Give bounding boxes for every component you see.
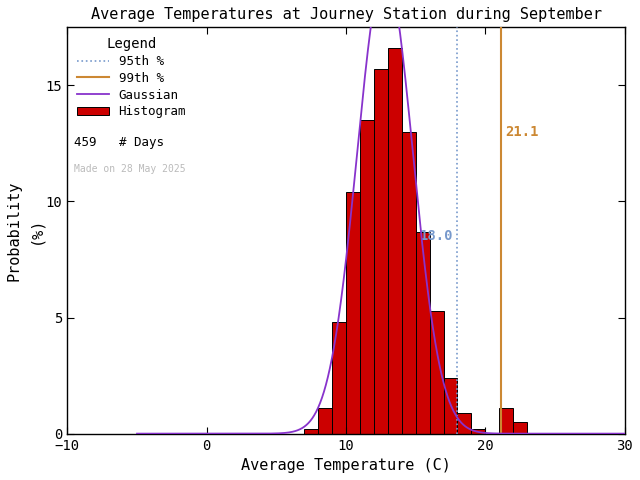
Bar (346, 192, 360, 433)
Text: Made on 28 May 2025: Made on 28 May 2025 (74, 164, 186, 174)
Bar (444, 378, 458, 433)
Bar (360, 120, 374, 433)
Bar (332, 322, 346, 433)
Bar (304, 429, 318, 433)
Bar (415, 232, 429, 433)
Bar (499, 408, 513, 433)
Bar (472, 429, 485, 433)
Text: 21.1: 21.1 (505, 125, 538, 139)
Bar (374, 69, 388, 433)
Y-axis label: Probability
(%): Probability (%) (7, 180, 43, 281)
Bar (429, 311, 444, 433)
Bar (402, 132, 415, 433)
Title: Average Temperatures at Journey Station during September: Average Temperatures at Journey Station … (90, 7, 602, 22)
Bar (458, 413, 472, 433)
Text: 459   # Days: 459 # Days (74, 135, 164, 148)
Text: 18.0: 18.0 (420, 229, 453, 243)
Bar (388, 48, 402, 433)
X-axis label: Average Temperature (C): Average Temperature (C) (241, 458, 451, 473)
Bar (513, 422, 527, 433)
Legend: 95th %, 99th %, Gaussian, Histogram: 95th %, 99th %, Gaussian, Histogram (74, 34, 190, 122)
Bar (318, 408, 332, 433)
